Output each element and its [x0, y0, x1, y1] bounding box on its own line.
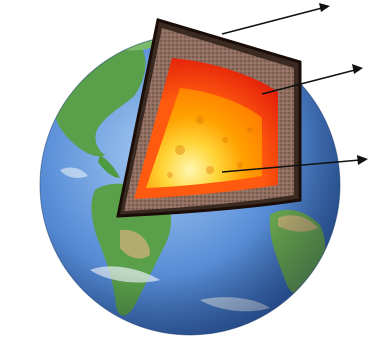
mantle-pointer-arrow: [261, 64, 363, 95]
cutaway-wedge: [116, 18, 302, 218]
pointer-arrows: [221, 3, 368, 173]
inner-core-pointer-arrow: [221, 155, 368, 173]
crust-pointer-arrow: [221, 3, 330, 35]
core-texture: [167, 116, 253, 178]
wedge-outline: [116, 18, 302, 218]
inner-core-layer: [146, 88, 262, 188]
